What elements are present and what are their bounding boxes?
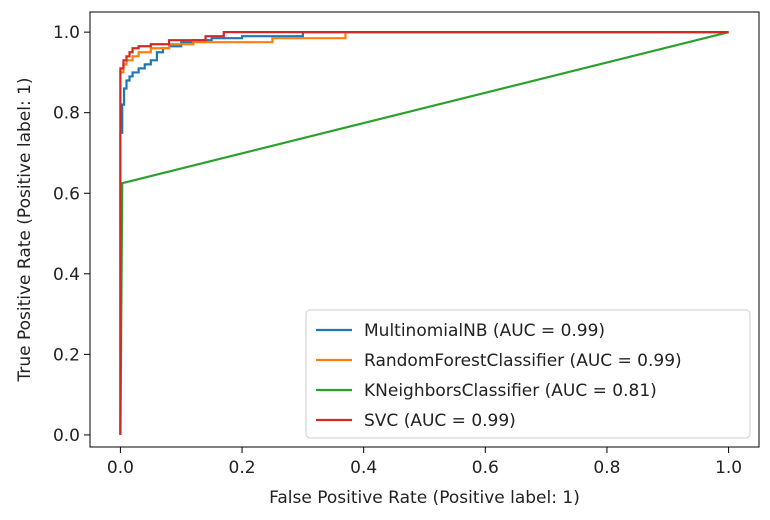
plot-frame: [89, 11, 760, 448]
legend-label-3: SVC (AUC = 0.99): [364, 411, 516, 431]
y-axis-label: True Positive Rate (Positive label: 1): [15, 77, 35, 382]
x-tick-label: 1.0: [715, 458, 742, 478]
y-axis-ticks: 0.0 0.2 0.4 0.6 0.8 1.0: [53, 23, 90, 446]
y-tick-label: 0.0: [53, 426, 80, 446]
x-tick-label: 0.6: [472, 458, 499, 478]
x-axis-label: False Positive Rate (Positive label: 1): [269, 488, 580, 508]
legend-box: [305, 309, 751, 439]
series-line-0: [119, 31, 729, 435]
x-axis-ticks: 0.0 0.2 0.4 0.6 0.8 1.0: [107, 447, 742, 478]
x-tick-label: 0.2: [229, 458, 256, 478]
x-tick-label: 0.4: [350, 458, 377, 478]
y-tick-label: 0.8: [53, 104, 80, 124]
legend: MultinomialNB (AUC = 0.99) RandomForestCl…: [305, 309, 751, 439]
x-tick-label: 0.8: [593, 458, 620, 478]
plot-lines: [119, 31, 729, 435]
y-tick-label: 0.6: [53, 184, 80, 204]
y-tick-label: 1.0: [53, 23, 80, 43]
x-tick-label: 0.0: [107, 458, 134, 478]
y-tick-label: 0.2: [53, 345, 80, 365]
legend-label-0: MultinomialNB (AUC = 0.99): [364, 321, 605, 341]
legend-label-2: KNeighborsClassifier (AUC = 0.81): [364, 381, 657, 401]
legend-label-1: RandomForestClassifier (AUC = 0.99): [364, 351, 682, 371]
series-line-3: [119, 31, 729, 435]
y-tick-label: 0.4: [53, 265, 80, 285]
